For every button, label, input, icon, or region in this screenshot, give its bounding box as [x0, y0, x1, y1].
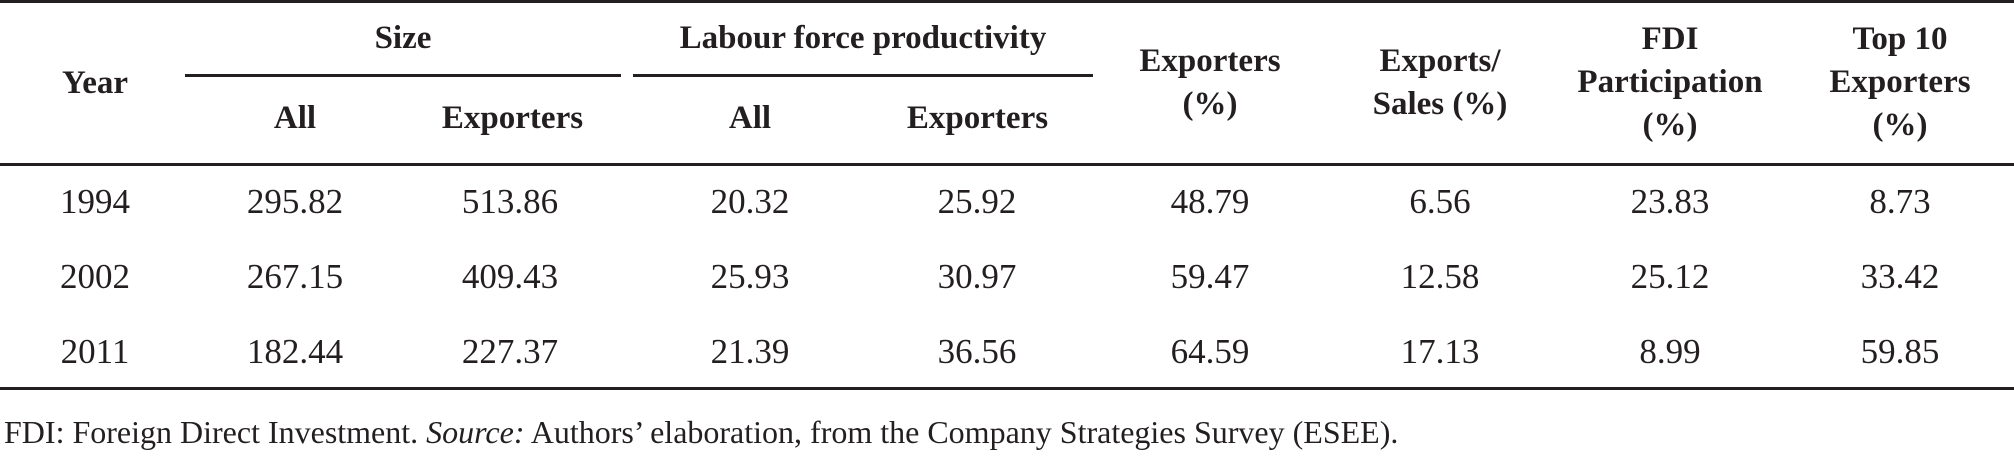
data-table: Year Size Labour force productivity All …	[0, 0, 2014, 390]
cell-top10-exporters: 8.73	[1869, 182, 1931, 221]
table-footnote: FDI: Foreign Direct Investment. Source: …	[4, 412, 1398, 452]
cell-year: 2011	[60, 332, 130, 371]
cell-labour-exporters: 25.92	[937, 182, 1017, 221]
header-year: Year	[62, 65, 128, 101]
cell-size-all: 295.82	[246, 182, 344, 221]
footnote-text: Authors’ elaboration, from the Company S…	[524, 414, 1399, 450]
cell-exports-sales: 6.56	[1409, 182, 1471, 221]
cell-top10-exporters: 33.42	[1860, 257, 1940, 296]
header-size-all: All	[273, 100, 317, 136]
cell-fdi-participation: 8.99	[1639, 332, 1701, 371]
header-size: Size	[374, 20, 432, 56]
cell-labour-all: 25.93	[710, 257, 790, 296]
header-labour-all: All	[728, 100, 772, 136]
footnote-prefix: FDI: Foreign Direct Investment.	[4, 414, 427, 450]
cell-exporters-pct: 59.47	[1170, 257, 1250, 296]
table-bottom-rule	[0, 387, 2014, 390]
cell-fdi-participation: 25.12	[1630, 257, 1710, 296]
header-exports-sales: Exports/ Sales (%)	[1372, 43, 1508, 122]
cell-size-all: 182.44	[246, 332, 344, 371]
table-top-rule	[0, 0, 2014, 3]
header-labour-exporters: Exporters	[906, 100, 1049, 136]
cell-size-exporters: 513.86	[461, 182, 559, 221]
header-size-exporters: Exporters	[441, 100, 584, 136]
cell-labour-exporters: 36.56	[937, 332, 1017, 371]
cell-labour-exporters: 30.97	[937, 257, 1017, 296]
footnote-source-label: Source:	[426, 414, 525, 450]
cell-labour-all: 20.32	[710, 182, 790, 221]
cell-year: 1994	[60, 182, 130, 221]
labour-group-rule	[633, 74, 1093, 77]
cell-exporters-pct: 64.59	[1170, 332, 1250, 371]
header-labour-productivity: Labour force productivity	[679, 20, 1047, 56]
cell-exporters-pct: 48.79	[1170, 182, 1250, 221]
header-fdi-participation: FDI Participation (%)	[1577, 21, 1763, 143]
header-bottom-rule	[0, 163, 2014, 166]
header-top10-exporters: Top 10 Exporters (%)	[1829, 21, 1971, 143]
cell-exports-sales: 17.13	[1400, 332, 1480, 371]
cell-top10-exporters: 59.85	[1860, 332, 1940, 371]
cell-exports-sales: 12.58	[1400, 257, 1480, 296]
cell-size-exporters: 409.43	[461, 257, 559, 296]
cell-size-exporters: 227.37	[461, 332, 559, 371]
size-group-rule	[185, 74, 621, 77]
cell-fdi-participation: 23.83	[1630, 182, 1710, 221]
header-exporters-pct: Exporters (%)	[1139, 43, 1281, 122]
cell-labour-all: 21.39	[710, 332, 790, 371]
cell-size-all: 267.15	[246, 257, 344, 296]
cell-year: 2002	[60, 257, 130, 296]
